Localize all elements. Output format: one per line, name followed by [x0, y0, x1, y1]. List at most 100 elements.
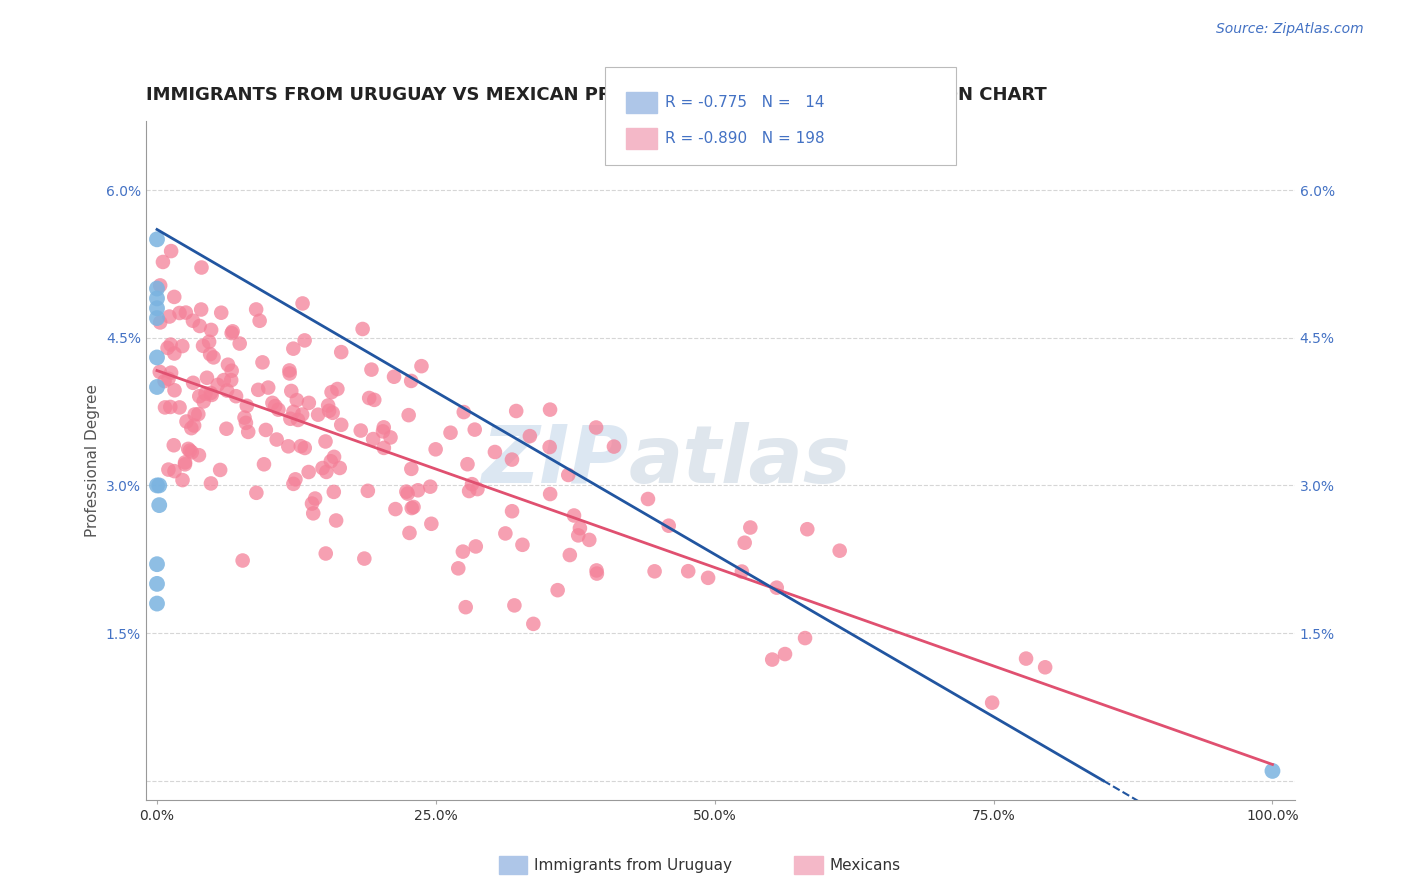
Point: [181, 376, 204, 390]
Point: [740, 520, 762, 534]
Point: [315, 547, 337, 561]
Point: [176, 415, 198, 429]
Point: [284, 472, 307, 486]
Point: [298, 465, 321, 479]
Point: [399, 374, 422, 388]
Point: [191, 339, 214, 353]
Point: [190, 302, 212, 317]
Point: [505, 404, 527, 418]
Point: [329, 461, 352, 475]
Point: [264, 399, 287, 413]
Point: [291, 296, 314, 310]
Point: [307, 408, 329, 422]
Point: [401, 462, 423, 476]
Point: [522, 616, 544, 631]
Text: atlas: atlas: [628, 422, 851, 500]
Point: [304, 491, 326, 506]
Point: [291, 408, 314, 422]
Point: [325, 514, 347, 528]
Text: Immigrants from Uruguay: Immigrants from Uruguay: [534, 858, 733, 872]
Point: [198, 347, 221, 361]
Point: [149, 315, 172, 329]
Point: [316, 399, 339, 413]
Point: [285, 393, 308, 408]
Point: [179, 443, 201, 458]
Point: [219, 373, 242, 387]
Point: [603, 440, 626, 454]
Point: [280, 411, 302, 425]
Point: [406, 483, 429, 498]
Point: [319, 454, 342, 468]
Text: Source: ZipAtlas.com: Source: ZipAtlas.com: [1216, 22, 1364, 37]
Point: [697, 571, 720, 585]
Point: [200, 323, 222, 337]
Point: [796, 522, 818, 536]
Point: [453, 405, 475, 419]
Point: [247, 383, 270, 397]
Point: [658, 518, 681, 533]
Point: [467, 482, 489, 496]
Point: [266, 433, 288, 447]
Point: [200, 386, 222, 401]
Point: [157, 372, 180, 386]
Point: [254, 423, 277, 437]
Point: [395, 484, 418, 499]
Point: [177, 442, 200, 456]
Point: [217, 358, 239, 372]
Point: [283, 342, 305, 356]
Point: [225, 389, 247, 403]
Point: [183, 418, 205, 433]
Point: [501, 504, 523, 518]
Point: [538, 487, 561, 501]
Point: [361, 432, 384, 446]
Point: [157, 462, 180, 476]
Point: [159, 310, 181, 324]
Point: [402, 500, 425, 514]
Point: [195, 370, 218, 384]
Point: [447, 561, 470, 575]
Text: R = -0.890   N = 198: R = -0.890 N = 198: [665, 131, 825, 145]
Point: [464, 540, 486, 554]
Point: [267, 402, 290, 417]
Point: [458, 483, 481, 498]
Point: [512, 538, 534, 552]
Point: [280, 384, 302, 398]
Point: [567, 528, 589, 542]
Point: [146, 597, 169, 611]
Point: [188, 448, 211, 462]
Point: [773, 647, 796, 661]
Point: [277, 439, 299, 453]
Point: [217, 384, 239, 398]
Point: [148, 478, 170, 492]
Point: [794, 631, 817, 645]
Point: [363, 392, 385, 407]
Point: [315, 465, 337, 479]
Point: [330, 345, 353, 359]
Point: [761, 652, 783, 666]
Point: [765, 581, 787, 595]
Point: [538, 402, 561, 417]
Point: [382, 369, 405, 384]
Point: [278, 367, 301, 381]
Point: [163, 346, 186, 360]
Point: [287, 413, 309, 427]
Y-axis label: Professional Degree: Professional Degree: [86, 384, 100, 537]
Point: [411, 359, 433, 373]
Point: [373, 420, 395, 434]
Point: [439, 425, 461, 440]
Point: [245, 302, 267, 317]
Point: [357, 483, 380, 498]
Point: [253, 458, 276, 472]
Point: [371, 425, 394, 439]
Point: [174, 455, 197, 469]
Point: [232, 553, 254, 567]
Point: [461, 477, 484, 491]
Point: [330, 417, 353, 432]
Point: [538, 440, 561, 454]
Point: [146, 577, 169, 591]
Point: [236, 399, 259, 413]
Point: [419, 480, 441, 494]
Point: [146, 311, 169, 326]
Point: [233, 410, 256, 425]
Point: [396, 486, 419, 500]
